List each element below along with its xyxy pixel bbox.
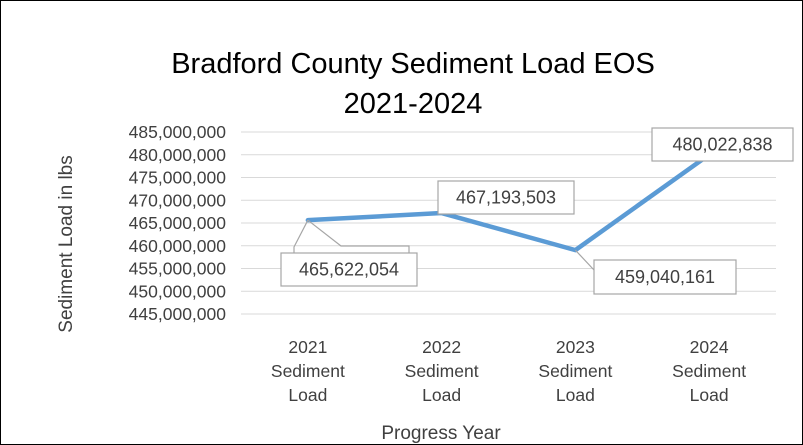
y-axis-title: Sediment Load in lbs: [56, 155, 77, 332]
y-tick-label: 455,000,000: [129, 259, 227, 279]
y-tick-label: 475,000,000: [129, 168, 227, 188]
data-label-box: [651, 127, 794, 162]
data-label-box: [593, 259, 737, 295]
x-category-label: 2022 Sediment Load: [405, 337, 479, 405]
y-tick-label: 445,000,000: [129, 304, 227, 324]
x-axis-title: Progress Year: [381, 423, 501, 444]
data-label-box: [437, 180, 575, 215]
y-tick-label: 470,000,000: [129, 190, 227, 210]
x-category-label: 2021 Sediment Load: [271, 337, 345, 405]
chart-title-line-2: 2021-2024: [344, 88, 483, 120]
y-tick-label: 450,000,000: [129, 281, 227, 301]
y-axis-ticks: 485,000,000 480,000,000 475,000,000470,000…: [129, 122, 227, 324]
series-line-path: [305, 152, 712, 253]
x-category-label: 2024 Sediment Load: [672, 337, 746, 405]
y-tick-label: 485,000,000: [129, 122, 227, 142]
leader-line: [307, 219, 410, 253]
data-label-box: [280, 252, 418, 287]
data-label: 465,622,054: [299, 260, 399, 280]
leader-line: [574, 249, 595, 271]
data-label: 480,022,838: [672, 135, 772, 155]
data-label: 467,193,503: [456, 188, 556, 208]
y-tick-label: 480,000,000: [129, 145, 227, 165]
chart-title-line-1: Bradford County Sediment Load EOS: [171, 48, 655, 80]
y-tick-label: 460,000,000: [129, 236, 227, 256]
x-axis-categories: 2021 Sediment Load 2022 Sediment Load 2023 Sedi…: [271, 337, 746, 405]
data-label: 459,040,161: [615, 267, 715, 287]
y-tick-label: 465,000,000: [129, 213, 227, 233]
leader-line: [293, 219, 309, 253]
data-labels: 465,622,054 467,193,503 459,040,161 480,022…: [280, 127, 794, 295]
x-category-label: 2023 Sediment Load: [538, 337, 612, 405]
